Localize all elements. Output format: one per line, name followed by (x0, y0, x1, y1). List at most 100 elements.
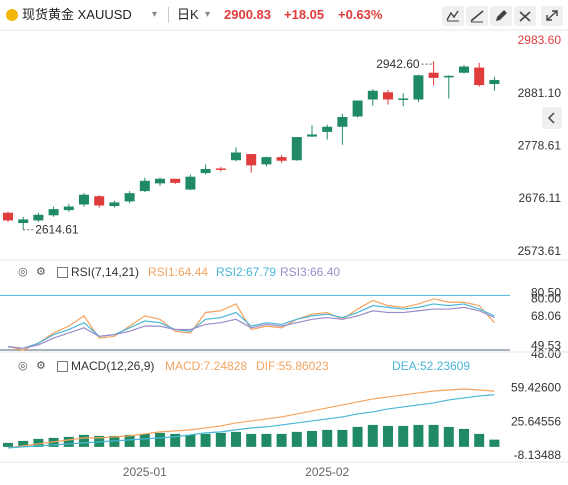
candle[interactable] (398, 98, 409, 100)
rsi-line-3 (7, 306, 495, 349)
candle[interactable] (291, 137, 302, 161)
gear-icon[interactable]: ⚙ (36, 360, 46, 372)
candle[interactable] (459, 66, 469, 73)
eye-icon[interactable]: ◎ (18, 360, 28, 372)
macd-bar (246, 433, 257, 447)
rsi-title: RSI(7,14,21) (71, 265, 140, 279)
period-selector[interactable]: 日K (177, 7, 199, 22)
dif-label: DIF:55.86023 (256, 359, 329, 373)
macd-bar (291, 431, 302, 447)
macd-bar (428, 424, 439, 447)
candle[interactable] (413, 75, 424, 100)
macd-bar (474, 433, 485, 447)
macd-bar (276, 433, 287, 447)
macd-bar (3, 442, 13, 447)
macd-bar (261, 433, 272, 447)
candle[interactable] (367, 90, 378, 100)
candle[interactable] (48, 209, 59, 216)
pencil-icon[interactable] (490, 6, 512, 26)
candle[interactable] (322, 126, 333, 132)
eye-icon[interactable]: ◎ (18, 266, 28, 278)
candle[interactable] (200, 168, 211, 174)
symbol-title[interactable]: 现货黄金 XAUUSD (22, 7, 132, 22)
macd-bar (63, 436, 74, 447)
macd-bar (459, 428, 469, 447)
divider (168, 7, 169, 23)
dif-line (7, 388, 495, 449)
candle[interactable] (337, 116, 348, 127)
indicator-icon[interactable] (57, 267, 68, 278)
chevron-down-icon[interactable]: ▾ (205, 9, 211, 20)
candle[interactable] (155, 178, 165, 184)
candle[interactable] (109, 202, 120, 207)
x-tick-label: 2025-02 (305, 465, 349, 479)
y-tick-label: 2778.61 (518, 138, 562, 152)
max-price-label: 2942.60 (376, 57, 420, 71)
candle[interactable] (474, 67, 485, 86)
candle[interactable] (246, 154, 257, 166)
chevron-down-icon[interactable]: ▾ (152, 9, 158, 20)
min-price-label: 2614.61 (35, 223, 79, 237)
candle[interactable] (79, 194, 89, 205)
candle[interactable] (139, 180, 150, 192)
macd-title: MACD(12,26,9) (71, 359, 155, 373)
candle[interactable] (276, 157, 287, 161)
drawing-tools-icon[interactable] (442, 6, 464, 26)
macd-label: MACD:7.24828 (165, 359, 248, 373)
y-tick-label: 2676.11 (519, 191, 562, 205)
macd-y-tick-label: -8.13488 (514, 448, 562, 462)
rsi2-label: RSI2:67.79 (216, 265, 277, 279)
candle[interactable] (63, 206, 74, 211)
candle[interactable] (352, 100, 363, 117)
macd-y-tick-label: 25.64556 (511, 414, 561, 428)
macd-bar (124, 434, 135, 447)
dea-label: DEA:52.23609 (392, 359, 471, 373)
macd-y-tick-label: 59.42600 (511, 381, 561, 395)
candle[interactable] (215, 168, 226, 170)
macd-bar (489, 439, 500, 447)
trend-line-icon[interactable] (466, 6, 488, 26)
macd-bar (170, 433, 181, 447)
candle[interactable] (94, 196, 105, 206)
candle[interactable] (307, 134, 317, 137)
y-tick-label: 2573.61 (518, 244, 562, 258)
gear-icon[interactable]: ⚙ (36, 266, 46, 278)
y-tick-label: 2881.10 (518, 86, 562, 100)
rsi-y-tick-label: 68.06 (531, 309, 561, 323)
macd-bar (79, 434, 89, 447)
candle[interactable] (33, 214, 44, 221)
candle[interactable] (443, 75, 454, 78)
candle[interactable] (383, 92, 393, 100)
candle[interactable] (428, 72, 439, 78)
macd-bar (231, 431, 241, 447)
collapse-arrow-icon[interactable] (542, 107, 562, 129)
macd-bar (398, 425, 409, 447)
candle[interactable] (170, 178, 181, 183)
macd-bar (139, 433, 150, 447)
candle[interactable] (185, 176, 196, 190)
candle[interactable] (3, 212, 13, 221)
indicator-tools-icon[interactable] (514, 6, 536, 26)
candle[interactable] (261, 157, 272, 165)
macd-bar (200, 433, 211, 447)
chart-header: 现货黄金 XAUUSD ▾ 日K ▾ 2900.83 +18.05 +0.63% (0, 0, 568, 30)
candle[interactable] (18, 219, 29, 224)
candle[interactable] (124, 193, 135, 202)
macd-bar (185, 434, 196, 447)
candle[interactable] (489, 79, 500, 85)
rsi1-label: RSI1:64.44 (148, 265, 209, 279)
macd-bar (18, 440, 29, 447)
last-price: 2900.83 (224, 7, 271, 22)
macd-bar (155, 432, 165, 447)
macd-bar (307, 430, 317, 447)
macd-bar (367, 424, 378, 447)
rsi-line-2 (7, 303, 495, 349)
candle[interactable] (231, 152, 241, 161)
indicator-icon[interactable] (57, 361, 68, 372)
macd-bar (383, 425, 393, 447)
gold-logo-icon (6, 9, 18, 21)
fullscreen-icon[interactable] (541, 6, 563, 26)
y-tick-label: 2983.60 (518, 33, 562, 47)
rsi-y-tick-label: 49.53 (531, 338, 561, 352)
